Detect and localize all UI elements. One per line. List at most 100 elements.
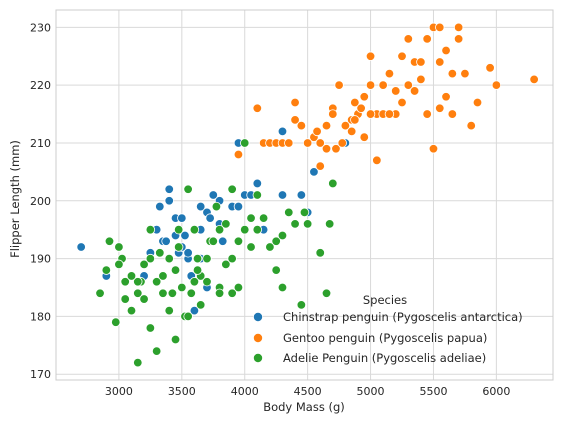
data-point bbox=[315, 138, 325, 148]
data-point bbox=[214, 288, 225, 298]
data-point bbox=[145, 253, 156, 264]
data-point bbox=[252, 190, 263, 200]
data-point bbox=[365, 80, 376, 90]
data-point bbox=[441, 45, 451, 56]
data-point bbox=[258, 213, 269, 223]
data-point bbox=[378, 80, 388, 90]
data-point bbox=[447, 109, 458, 119]
data-point bbox=[299, 207, 310, 218]
data-point bbox=[435, 22, 445, 33]
x-tick-label: 4000 bbox=[231, 385, 259, 398]
data-point bbox=[126, 271, 137, 281]
legend-title: Species bbox=[363, 293, 407, 307]
legend: Species Chinstrap penguin (Pygoscelis an… bbox=[252, 293, 523, 365]
data-point bbox=[120, 277, 130, 287]
data-point bbox=[422, 109, 432, 119]
data-point bbox=[328, 178, 338, 189]
data-point bbox=[277, 190, 288, 200]
data-point bbox=[296, 190, 307, 200]
data-point bbox=[252, 178, 263, 189]
data-point bbox=[321, 144, 332, 154]
y-tick-label: 220 bbox=[30, 79, 51, 92]
data-point bbox=[104, 236, 115, 246]
data-point bbox=[155, 201, 165, 212]
data-point bbox=[139, 259, 149, 270]
data-point bbox=[114, 259, 124, 270]
data-point bbox=[145, 224, 156, 235]
data-point bbox=[271, 236, 281, 246]
data-point bbox=[195, 300, 206, 310]
data-point bbox=[491, 80, 502, 90]
data-point bbox=[158, 288, 168, 298]
data-point bbox=[208, 236, 218, 246]
plot-frame bbox=[55, 9, 554, 381]
data-point bbox=[233, 201, 244, 212]
data-point bbox=[180, 230, 190, 241]
x-tick-labels: 3000 3500 4000 4500 5000 5500 6000 bbox=[105, 385, 510, 398]
data-point bbox=[340, 120, 351, 131]
data-point bbox=[328, 109, 338, 119]
x-tick-label: 5500 bbox=[419, 385, 447, 398]
data-point bbox=[246, 242, 256, 252]
data-point bbox=[453, 22, 464, 33]
data-point bbox=[321, 120, 332, 131]
data-point bbox=[365, 109, 376, 119]
data-point bbox=[133, 288, 143, 298]
data-point bbox=[302, 138, 313, 148]
data-point bbox=[155, 248, 165, 258]
data-point bbox=[158, 271, 168, 281]
y-tick-label: 190 bbox=[30, 253, 51, 266]
data-point bbox=[95, 288, 105, 298]
data-point bbox=[227, 253, 237, 264]
data-point bbox=[252, 103, 263, 113]
data-point bbox=[221, 259, 231, 270]
legend-marker bbox=[252, 311, 263, 322]
data-point bbox=[350, 97, 360, 108]
data-point bbox=[384, 68, 395, 79]
x-tick-label: 3500 bbox=[168, 385, 196, 398]
data-point bbox=[309, 167, 319, 177]
data-point bbox=[177, 213, 187, 223]
data-point bbox=[208, 190, 218, 200]
data-point bbox=[227, 288, 237, 298]
data-point bbox=[211, 201, 222, 212]
data-point bbox=[346, 126, 357, 137]
data-point bbox=[133, 277, 143, 287]
data-point bbox=[466, 120, 476, 131]
data-point bbox=[296, 300, 307, 310]
data-point bbox=[529, 74, 539, 85]
data-point bbox=[214, 224, 225, 235]
y-tick-label: 210 bbox=[30, 137, 51, 150]
data-point bbox=[271, 265, 281, 275]
data-point bbox=[233, 236, 244, 246]
data-point bbox=[164, 305, 174, 316]
data-point bbox=[296, 120, 307, 131]
data-point bbox=[312, 126, 322, 137]
y-tick-label: 180 bbox=[30, 310, 51, 323]
x-tick-label: 4500 bbox=[294, 385, 322, 398]
y-tick-labels: 170 180 190 200 210 220 230 bbox=[30, 21, 51, 381]
data-point bbox=[111, 317, 121, 327]
data-point bbox=[277, 230, 288, 241]
data-point bbox=[265, 242, 275, 252]
data-point bbox=[315, 248, 325, 258]
data-point bbox=[114, 242, 124, 252]
data-point bbox=[359, 92, 369, 102]
data-point bbox=[192, 265, 203, 275]
data-point bbox=[233, 149, 244, 160]
data-point bbox=[252, 224, 263, 235]
data-point bbox=[240, 224, 250, 235]
data-point bbox=[337, 138, 347, 148]
data-point bbox=[167, 288, 178, 298]
data-point bbox=[284, 138, 294, 148]
data-point bbox=[189, 277, 200, 287]
data-point bbox=[397, 51, 407, 61]
data-point bbox=[139, 294, 149, 304]
data-point bbox=[397, 97, 407, 108]
data-point bbox=[290, 219, 300, 229]
data-point bbox=[126, 305, 137, 316]
data-point bbox=[277, 126, 288, 137]
data-point bbox=[145, 323, 156, 333]
data-point bbox=[324, 219, 335, 229]
